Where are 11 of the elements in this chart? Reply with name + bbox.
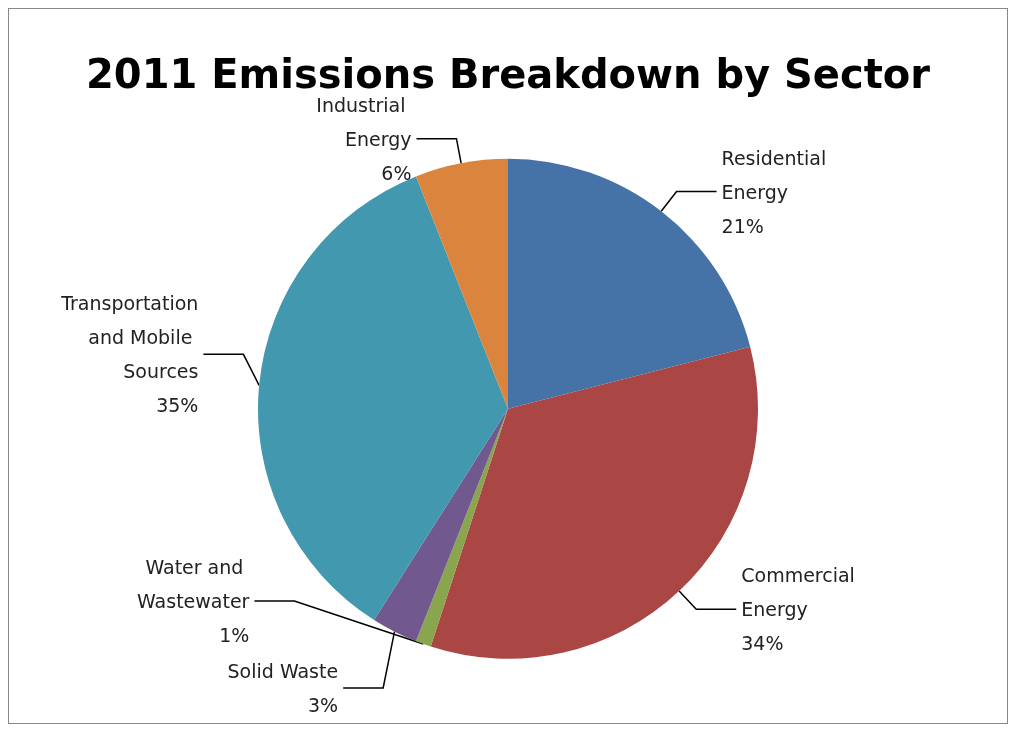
data-label: 34% bbox=[741, 632, 784, 655]
data-label: 3% bbox=[308, 694, 339, 716]
data-label: 1% bbox=[219, 624, 250, 646]
data-label: 21% bbox=[721, 214, 764, 237]
slice-label: Commercial Energy bbox=[741, 564, 861, 621]
slice-label: Residential Energy bbox=[721, 146, 833, 203]
data-label: 35% bbox=[156, 394, 199, 417]
slice-label: Solid Waste bbox=[227, 660, 339, 682]
data-label: 6% bbox=[381, 161, 412, 184]
slice-label: Transportation and Mobile Sources bbox=[60, 292, 199, 383]
slice-label: Water and Wastewater bbox=[137, 556, 250, 612]
